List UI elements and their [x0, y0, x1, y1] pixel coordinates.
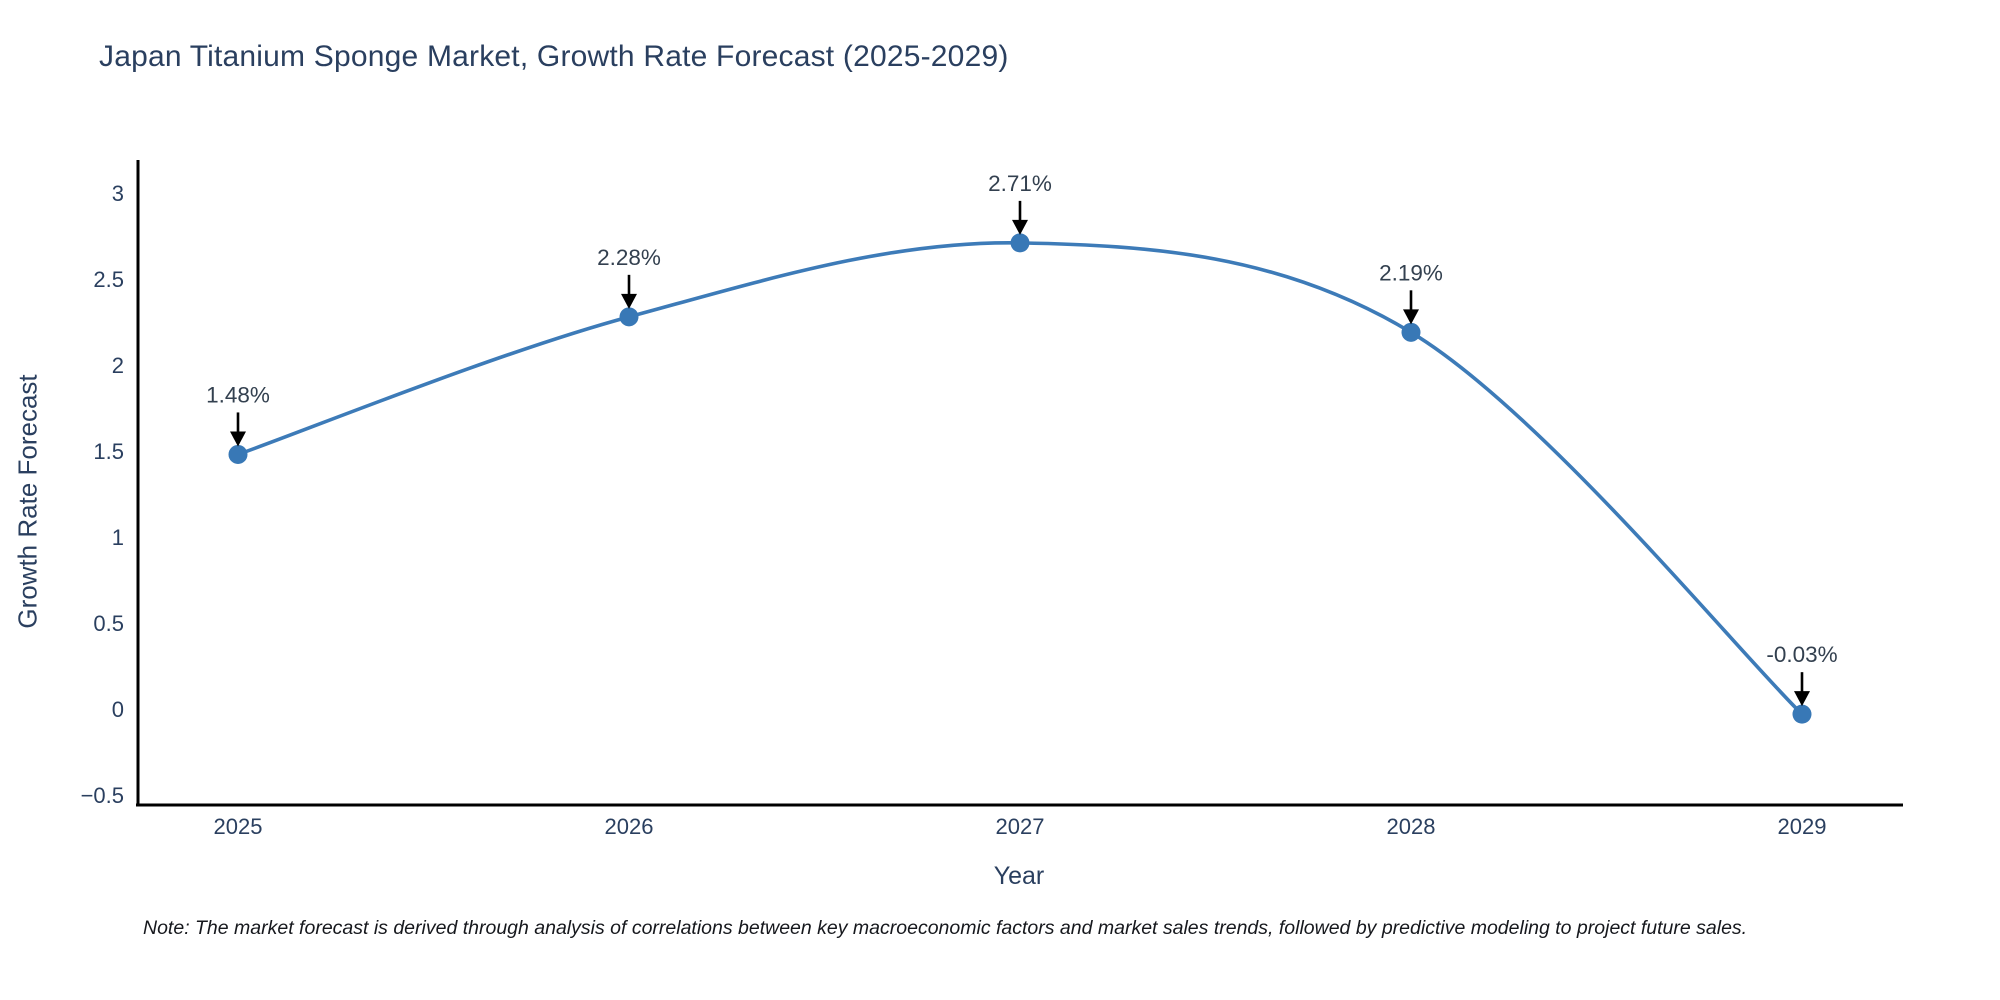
annotation-arrowhead-icon	[1403, 309, 1419, 325]
y-axis-title: Growth Rate Forecast	[12, 374, 43, 629]
data-point-2025[interactable]	[228, 444, 248, 464]
y-tick-label: 2	[112, 353, 124, 378]
y-tick-label: −0.5	[81, 783, 124, 808]
point-value-label-2029: -0.03%	[1766, 642, 1837, 667]
x-tick-label-2025: 2025	[214, 814, 263, 839]
y-tick-label: 0	[112, 697, 124, 722]
annotation-arrowhead-icon	[230, 431, 246, 447]
forecast-line	[237, 241, 1804, 716]
data-point-2026[interactable]	[619, 307, 639, 327]
chart-title: Japan Titanium Sponge Market, Growth Rat…	[99, 40, 1009, 73]
annotation-arrowhead-icon	[1012, 219, 1028, 235]
y-tick-label: 1	[112, 525, 124, 550]
x-tick-label-2028: 2028	[1387, 814, 1436, 839]
y-tick-label: 1.5	[93, 439, 124, 464]
y-tick-label: 2.5	[93, 267, 124, 292]
data-point-2029[interactable]	[1792, 704, 1812, 724]
data-point-2027[interactable]	[1010, 233, 1030, 253]
data-point-2028[interactable]	[1401, 322, 1421, 342]
annotation-arrowhead-icon	[621, 293, 637, 309]
y-tick-label: 3	[112, 181, 124, 206]
point-value-label-2028: 2.19%	[1379, 260, 1443, 285]
y-tick-label: 0.5	[93, 611, 124, 636]
x-tick-label-2027: 2027	[996, 814, 1045, 839]
point-value-label-2027: 2.71%	[988, 171, 1052, 196]
point-value-label-2025: 1.48%	[206, 382, 270, 407]
point-value-label-2026: 2.28%	[597, 245, 661, 270]
x-tick-label-2029: 2029	[1778, 814, 1827, 839]
x-tick-label-2026: 2026	[605, 814, 654, 839]
annotation-arrowhead-icon	[1794, 691, 1810, 707]
chart-footnote: Note: The market forecast is derived thr…	[143, 917, 1748, 939]
x-axis-title: Year	[993, 862, 1045, 890]
